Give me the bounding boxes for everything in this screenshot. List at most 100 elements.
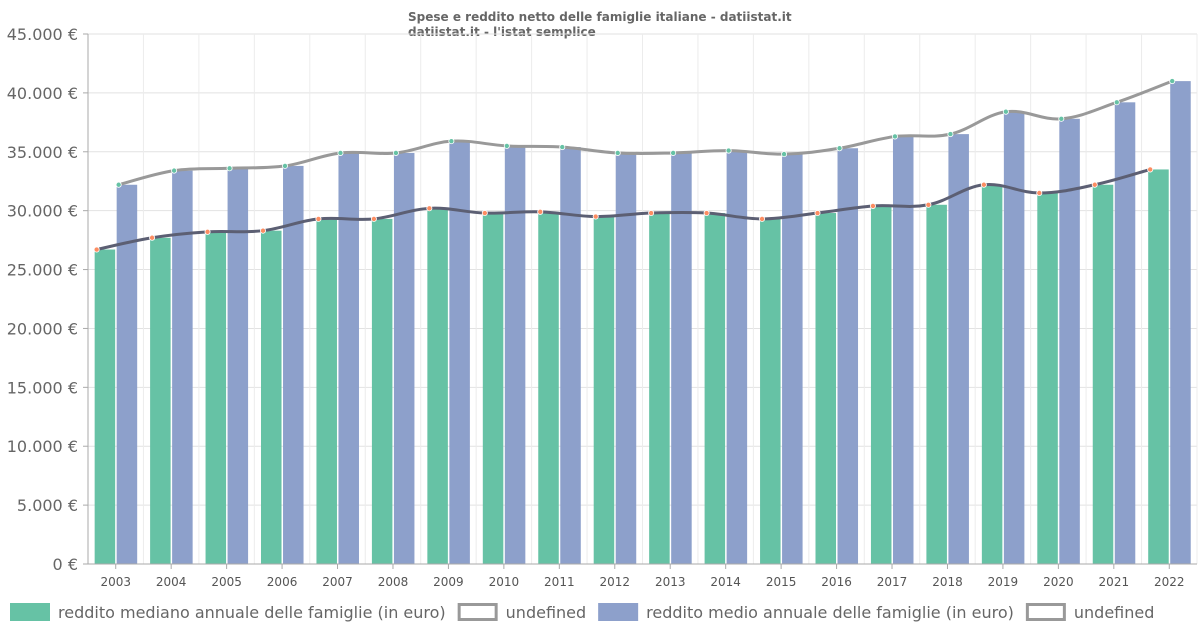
bar-reddito-medio-2008 — [393, 152, 415, 564]
bar-reddito-medio-2019 — [1003, 111, 1025, 564]
chart-title: Spese e reddito netto delle famiglie ita… — [408, 10, 792, 24]
point-mediano-2013 — [648, 210, 655, 217]
x-tick-label: 2018 — [932, 575, 963, 589]
point-medio-2012 — [614, 149, 621, 156]
bar-reddito-medio-2013 — [671, 152, 692, 564]
point-mediano-2022 — [1147, 166, 1154, 173]
legend-swatch-bar — [10, 603, 50, 621]
y-tick-label: 40.000 € — [7, 84, 78, 103]
bar-reddito-mediano-2008 — [371, 218, 393, 564]
y-tick-label: 45.000 € — [7, 25, 78, 44]
axes — [83, 33, 1197, 569]
bar-reddito-mediano-2011 — [538, 211, 559, 564]
bar-reddito-medio-2020 — [1059, 118, 1080, 565]
legend-swatch-line — [1025, 603, 1066, 621]
bar-reddito-medio-2004 — [172, 170, 193, 564]
bar-reddito-mediano-2010 — [482, 213, 504, 564]
y-tick-label: 10.000 € — [7, 437, 78, 456]
legend-swatch-line — [457, 603, 498, 621]
y-tick-label: 30.000 € — [7, 202, 78, 221]
bar-reddito-mediano-2009 — [427, 208, 448, 565]
point-mediano-2019 — [980, 181, 987, 188]
x-tick-label: 2022 — [1154, 575, 1185, 589]
y-axis-ticks: 0 € 5.000 € 10.000 € 15.000 € 20.000 € 25.000… — [7, 25, 78, 574]
y-tick-label: 20.000 € — [7, 319, 78, 338]
point-medio-2006 — [282, 162, 289, 169]
point-medio-2014 — [725, 147, 732, 154]
x-tick-label: 2016 — [821, 575, 852, 589]
x-tick-label: 2004 — [156, 575, 187, 589]
y-tick-label: 25.000 € — [7, 261, 78, 280]
x-tick-label: 2008 — [378, 575, 409, 589]
bar-reddito-medio-2022 — [1170, 81, 1191, 564]
legend-label: undefined — [1074, 603, 1155, 622]
legend-label: reddito mediano annuale delle famiglie (… — [58, 603, 446, 622]
bar-reddito-mediano-2005 — [205, 231, 227, 564]
legend-swatch-bar — [598, 603, 639, 621]
point-medio-2020 — [1058, 115, 1065, 122]
point-medio-2019 — [1002, 108, 1009, 115]
bar-reddito-medio-2005 — [227, 168, 249, 564]
point-mediano-2015 — [759, 215, 766, 222]
legend-label: reddito medio annuale delle famiglie (in… — [646, 603, 1014, 622]
bar-reddito-mediano-2020 — [1037, 193, 1058, 564]
x-tick-label: 2015 — [766, 575, 797, 589]
legend: reddito mediano annuale delle famiglie (… — [10, 603, 1154, 622]
point-mediano-2017 — [869, 202, 876, 209]
line-medio — [118, 79, 1173, 187]
bar-reddito-mediano-2018 — [926, 204, 947, 564]
legend-label: undefined — [506, 603, 587, 622]
point-medio-2003 — [115, 181, 122, 188]
bar-reddito-medio-2007 — [338, 152, 359, 564]
x-tick-label: 2006 — [267, 575, 298, 589]
bar-reddito-medio-2010 — [504, 145, 526, 564]
point-mediano-2008 — [370, 215, 377, 222]
bar-reddito-medio-2003 — [116, 184, 138, 564]
bar-reddito-mediano-2012 — [593, 216, 615, 565]
point-medio-2017 — [891, 133, 898, 140]
bar-reddito-mediano-2019 — [981, 184, 1003, 564]
x-tick-label: 2019 — [988, 575, 1019, 589]
chart-subtitle: datiistat.it - l'istat semplice — [408, 25, 596, 39]
point-mediano-2012 — [592, 213, 599, 220]
x-tick-label: 2017 — [877, 575, 908, 589]
y-tick-label: 5.000 € — [17, 496, 78, 515]
point-mediano-2003 — [93, 246, 100, 253]
point-medio-2009 — [448, 138, 455, 145]
point-medio-2022 — [1169, 78, 1176, 85]
bar-reddito-mediano-2006 — [261, 230, 282, 564]
x-tick-label: 2013 — [655, 575, 686, 589]
point-medio-2016 — [836, 145, 843, 152]
point-medio-2008 — [392, 149, 399, 156]
point-medio-2015 — [781, 151, 788, 158]
line-mediano — [96, 167, 1151, 252]
point-medio-2010 — [503, 142, 510, 149]
point-mediano-2018 — [925, 201, 932, 208]
bar-reddito-mediano-2014 — [704, 213, 726, 564]
x-tick-label: 2011 — [544, 575, 575, 589]
bar-reddito-mediano-2013 — [649, 213, 670, 564]
bar-reddito-medio-2017 — [892, 136, 914, 564]
bar-reddito-medio-2012 — [615, 152, 637, 564]
point-mediano-2010 — [481, 210, 488, 217]
point-mediano-2021 — [1091, 181, 1098, 188]
x-tick-label: 2020 — [1043, 575, 1074, 589]
x-tick-label: 2012 — [600, 575, 631, 589]
bar-reddito-mediano-2021 — [1092, 184, 1114, 564]
bar-reddito-medio-2021 — [1114, 102, 1136, 565]
x-tick-label: 2005 — [211, 575, 242, 589]
y-tick-label: 0 € — [53, 555, 78, 574]
bar-reddito-mediano-2004 — [150, 237, 171, 564]
bar-reddito-mediano-2017 — [870, 205, 892, 564]
x-axis-ticks: 2003 2004 2005 2006 2007 2008 2009 2010 2011 2012… — [100, 575, 1184, 589]
x-tick-label: 2009 — [433, 575, 464, 589]
point-medio-2004 — [171, 167, 178, 174]
bar-reddito-mediano-2007 — [316, 218, 337, 564]
bar-reddito-medio-2006 — [283, 165, 304, 564]
bars — [94, 81, 1191, 565]
point-mediano-2011 — [537, 208, 544, 215]
bar-reddito-medio-2011 — [560, 147, 581, 565]
point-medio-2007 — [337, 149, 344, 156]
point-mediano-2014 — [703, 210, 710, 217]
